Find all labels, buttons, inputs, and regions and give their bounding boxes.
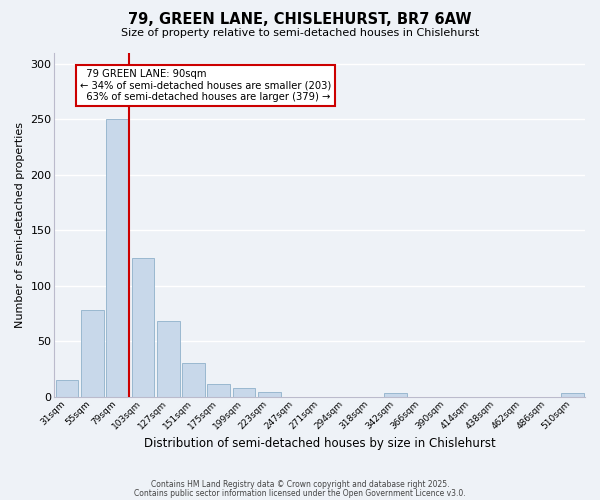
Text: Contains public sector information licensed under the Open Government Licence v3: Contains public sector information licen… xyxy=(134,488,466,498)
Bar xyxy=(56,380,79,396)
Bar xyxy=(182,364,205,396)
Text: 79, GREEN LANE, CHISLEHURST, BR7 6AW: 79, GREEN LANE, CHISLEHURST, BR7 6AW xyxy=(128,12,472,28)
Bar xyxy=(106,119,129,396)
Bar xyxy=(131,258,154,396)
Text: Contains HM Land Registry data © Crown copyright and database right 2025.: Contains HM Land Registry data © Crown c… xyxy=(151,480,449,489)
Text: 79 GREEN LANE: 90sqm
← 34% of semi-detached houses are smaller (203)
  63% of se: 79 GREEN LANE: 90sqm ← 34% of semi-detac… xyxy=(80,69,331,102)
Bar xyxy=(157,321,179,396)
Bar xyxy=(561,394,584,396)
Bar xyxy=(81,310,104,396)
Bar xyxy=(208,384,230,396)
Bar xyxy=(233,388,256,396)
Text: Size of property relative to semi-detached houses in Chislehurst: Size of property relative to semi-detach… xyxy=(121,28,479,38)
Y-axis label: Number of semi-detached properties: Number of semi-detached properties xyxy=(15,122,25,328)
Bar xyxy=(258,392,281,396)
Bar xyxy=(384,394,407,396)
X-axis label: Distribution of semi-detached houses by size in Chislehurst: Distribution of semi-detached houses by … xyxy=(144,437,496,450)
